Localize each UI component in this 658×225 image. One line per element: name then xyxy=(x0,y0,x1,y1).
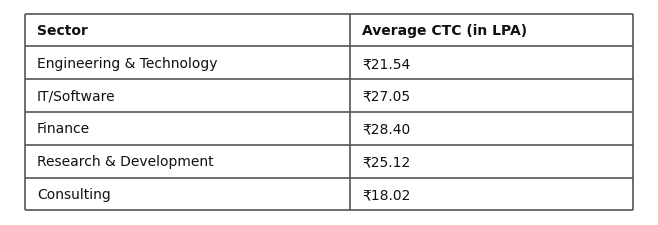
Text: ₹21.54: ₹21.54 xyxy=(362,57,411,70)
Text: Engineering & Technology: Engineering & Technology xyxy=(37,57,217,70)
Text: Consulting: Consulting xyxy=(37,187,111,201)
Text: ₹18.02: ₹18.02 xyxy=(362,187,411,201)
Text: ₹27.05: ₹27.05 xyxy=(362,89,410,103)
Text: Sector: Sector xyxy=(37,24,88,38)
Text: Average CTC (in LPA): Average CTC (in LPA) xyxy=(362,24,527,38)
Text: Finance: Finance xyxy=(37,122,90,136)
Text: Research & Development: Research & Development xyxy=(37,155,213,168)
Text: ₹28.40: ₹28.40 xyxy=(362,122,411,136)
Text: IT/Software: IT/Software xyxy=(37,89,115,103)
Text: ₹25.12: ₹25.12 xyxy=(362,155,411,168)
